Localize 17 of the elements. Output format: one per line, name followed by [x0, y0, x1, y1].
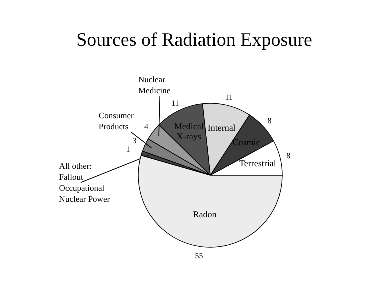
slice-label: Terrestrial [240, 158, 277, 168]
data-label: 4 [144, 122, 148, 132]
slice-label: Cosmic [232, 137, 260, 148]
data-label: 11 [172, 98, 180, 108]
slice-label: Nuclear Medicine [138, 74, 171, 96]
slice-label: All other: Fallout Occupational Nuclear Power [59, 161, 110, 204]
data-label: 1 [126, 145, 130, 154]
slice-label: Medical X-rays [174, 121, 204, 142]
data-label: 3 [132, 136, 137, 146]
data-label: 8 [286, 152, 291, 161]
slice-label: Consumer Products [98, 110, 134, 132]
data-label: 11 [225, 93, 233, 102]
data-label: 8 [268, 116, 272, 126]
slice-label: Radon [193, 210, 218, 220]
slice-label: Internal [208, 122, 236, 133]
chart-title: Sources of Radiation Exposure [76, 30, 312, 51]
data-label: 55 [195, 251, 204, 260]
